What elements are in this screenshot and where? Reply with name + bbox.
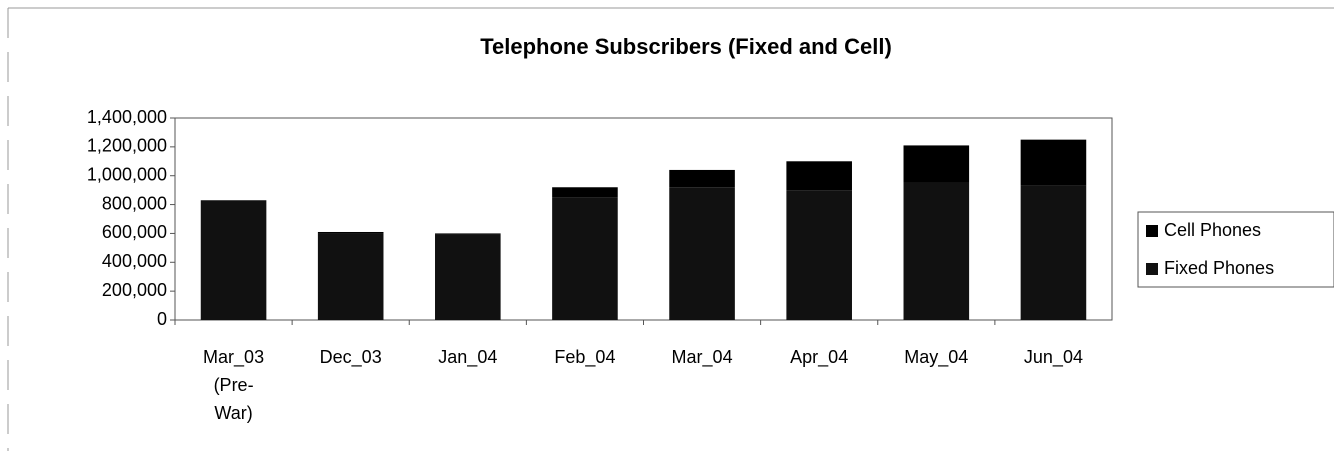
bar-segment	[669, 169, 735, 188]
x-tick-label: Mar_04	[672, 347, 733, 368]
plot-area	[174, 117, 1113, 321]
y-tick-label: 400,000	[102, 251, 167, 271]
y-tick-label: 1,200,000	[87, 136, 167, 156]
bar-segment	[786, 161, 852, 191]
x-tick-label: Apr_04	[790, 347, 848, 368]
x-tick-label: Mar_03 (Pre-War)	[203, 347, 264, 423]
legend-label: Cell Phones	[1164, 220, 1261, 240]
x-tick-label: May_04	[904, 347, 968, 368]
bar-segment	[552, 197, 618, 320]
legend-swatch	[1146, 263, 1158, 275]
bar-segment	[1020, 185, 1087, 320]
bar-segment	[552, 187, 618, 198]
bar-segment	[317, 231, 384, 234]
bar-segment	[669, 187, 735, 320]
x-tick-label: Jan_04	[438, 347, 497, 368]
bar-segment	[786, 190, 852, 320]
bar-segment	[435, 233, 501, 235]
chart-title: Telephone Subscribers (Fixed and Cell)	[480, 34, 892, 59]
x-tick-label: Jun_04	[1024, 347, 1083, 368]
y-tick-label: 200,000	[102, 280, 167, 300]
legend-box	[1137, 211, 1334, 288]
x-tick-label: Dec_03	[320, 347, 382, 368]
bar-segment	[903, 182, 970, 320]
y-tick-label: 0	[157, 309, 167, 329]
legend-label: Fixed Phones	[1164, 258, 1274, 278]
y-tick-label: 1,400,000	[87, 107, 167, 127]
bar-segment	[317, 233, 384, 320]
legend-swatch	[1146, 225, 1158, 237]
bar-segment	[435, 234, 501, 320]
bar-segment	[1020, 139, 1087, 186]
bar-segment	[200, 200, 267, 320]
bar-segment	[903, 145, 970, 183]
y-tick-label: 800,000	[102, 193, 167, 213]
x-tick-label: Feb_04	[554, 347, 615, 368]
y-tick-label: 600,000	[102, 222, 167, 242]
y-tick-label: 1,000,000	[87, 164, 167, 184]
